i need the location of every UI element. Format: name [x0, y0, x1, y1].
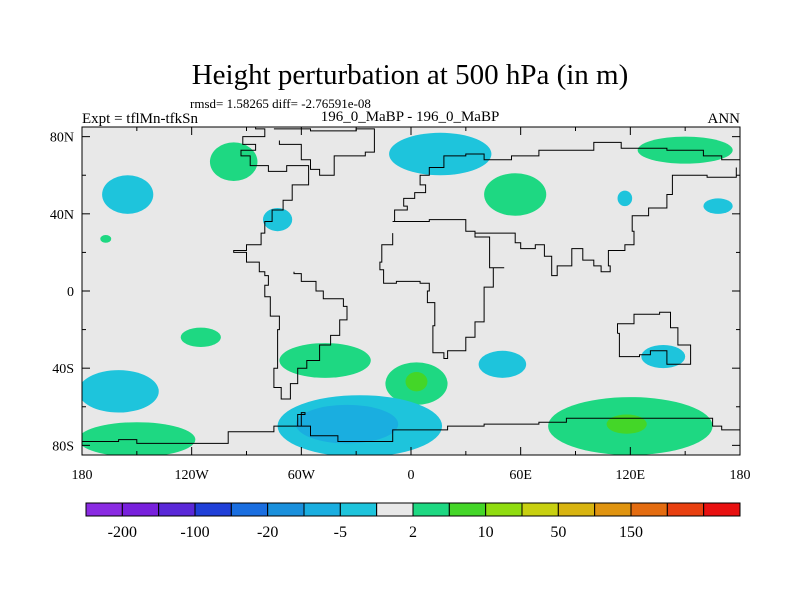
colorbar-label: -100: [180, 524, 209, 541]
anomaly-sh-low-pacific-w: [82, 370, 159, 413]
anomaly-kamchatka-low: [703, 198, 733, 214]
x-tick-label: 0: [408, 468, 415, 483]
colorbar-swatch: [666, 502, 705, 517]
colorbar-swatch: [703, 502, 741, 517]
colorbar-swatch: [194, 502, 232, 517]
chart-title: Height perturbation at 500 hPa (in m): [192, 59, 629, 91]
x-tick-label: 60W: [288, 468, 316, 483]
anomaly-na-ridge: [209, 142, 258, 182]
anomaly-pacific-low: [102, 175, 154, 214]
coastline-6: [82, 412, 740, 444]
colorbar-swatch: [230, 502, 269, 517]
x-tick-label: 180: [72, 468, 93, 483]
colorbar-swatch: [121, 502, 160, 517]
x-tick-label: 120E: [616, 468, 646, 483]
y-tick-label: 80S: [52, 439, 74, 454]
x-tick-label: 120W: [175, 468, 210, 483]
y-tick-label: 80N: [50, 131, 74, 146]
colorbar-label: 2: [409, 524, 417, 541]
colorbar-label: 50: [550, 524, 566, 541]
colorbar-label: -5: [334, 524, 347, 541]
colorbar-label: -20: [257, 524, 278, 541]
coastline-0: [209, 127, 348, 400]
y-tick-label: 0: [67, 285, 74, 300]
colorbar-swatch: [158, 502, 196, 517]
colorbar-swatch: [521, 502, 559, 517]
x-tick-label: 60E: [509, 468, 532, 483]
stats-line: rmsd= 1.58265 diff= -2.76591e-08: [190, 96, 371, 111]
experiment-label: Expt = tflMn-tfkSn: [82, 111, 198, 127]
anomaly-pacific-low-tiny: [100, 235, 112, 243]
coastline-4: [475, 167, 737, 277]
coastline-5: [617, 311, 692, 365]
x-tick-label: 180: [730, 468, 751, 483]
x-axis: 180 120W 60W 0 60E 120E 180: [72, 127, 751, 483]
colorbar-swatch: [594, 502, 632, 517]
case-label: 196_0_MaBP - 196_0_MaBP: [321, 109, 500, 125]
coastline-2: [392, 141, 740, 222]
anomaly-sh-low-indian: [478, 350, 527, 378]
colorbar-swatch: [339, 502, 378, 517]
coastline-3: [379, 219, 505, 359]
y-tick-label: 40N: [50, 208, 74, 223]
anomaly-sh-ridge-pacific-s: [82, 422, 196, 455]
colorbar-swatch: [267, 502, 305, 517]
colorbar-swatch: [630, 502, 668, 517]
colorbar-swatch: [485, 502, 523, 517]
anomaly-sh-ridge-south-pacific: [180, 327, 221, 347]
anomaly-layer: [82, 132, 733, 455]
anomaly-asia-low-small: [617, 190, 633, 207]
colorbar-label: 10: [478, 524, 494, 541]
colorbar-swatch: [412, 502, 450, 517]
core-layer: [295, 372, 647, 444]
anomaly-eurasia-ridge: [484, 173, 547, 216]
anomaly-sh-ridge-south-america: [279, 343, 371, 378]
anomaly-sh-core-antarctic: [295, 404, 399, 444]
colorbar-label: 150: [619, 524, 643, 541]
colorbar-swatch: [85, 502, 123, 517]
colorbar-label: -200: [108, 524, 137, 541]
y-tick-label: 40S: [52, 362, 74, 377]
colorbar-swatch: [303, 502, 341, 517]
anomaly-sh-core-indian: [606, 414, 647, 434]
anomaly-sh-core-atlantic: [405, 372, 428, 392]
y-axis: 80N 40N 0 40S 80S: [50, 131, 740, 454]
colorbar-swatch: [376, 502, 414, 517]
season-label: ANN: [708, 111, 741, 127]
colorbar: [85, 502, 741, 517]
colorbar-labels: -200 -100 -20 -5 2 10 50 150: [108, 524, 643, 541]
colorbar-swatch: [557, 502, 596, 517]
anomaly-arctic-low: [389, 132, 492, 176]
anomaly-atlantic-low-n: [262, 208, 293, 232]
colorbar-swatch: [448, 502, 487, 517]
